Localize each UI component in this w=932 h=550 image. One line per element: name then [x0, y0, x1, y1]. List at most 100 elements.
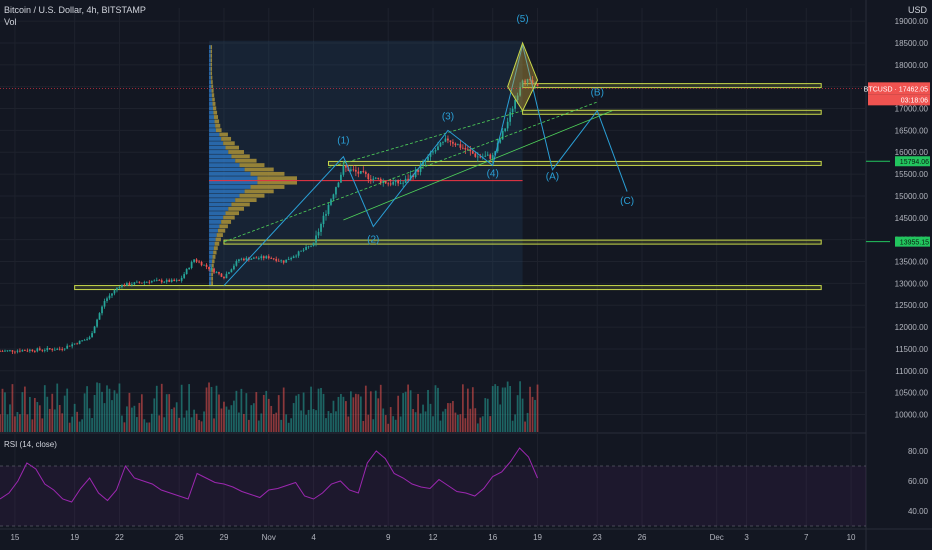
zone-rectangle[interactable]	[223, 239, 822, 245]
volume-bar	[496, 386, 499, 432]
volume-profile-bar-up	[209, 233, 217, 237]
volume-profile-bar-up	[209, 115, 214, 119]
time-axis[interactable]: 15 19 22 26 29 Nov 4 9 12 16 19 23 26 Dec 3 7 10	[10, 8, 856, 542]
volume-profile-bar-down	[212, 254, 216, 259]
rsi-pane[interactable]: RSI (14, close) 80.00 60.00 40.00	[0, 440, 929, 527]
volume-bar	[252, 403, 255, 432]
time-tick-label: 26	[175, 533, 184, 542]
candle-body	[26, 350, 29, 352]
volume-profile-bar-down	[210, 75, 213, 80]
candle-body	[225, 273, 228, 279]
wave-path[interactable]	[223, 45, 628, 286]
candle-body	[419, 165, 422, 172]
volume-bar	[354, 393, 357, 432]
triangle-pattern[interactable]	[507, 41, 539, 112]
candle-body	[257, 258, 260, 259]
volume-bar	[345, 401, 347, 432]
volume-bar	[429, 403, 432, 432]
volume-bar	[399, 416, 402, 432]
candle-body	[16, 350, 19, 352]
candle-body	[4, 350, 6, 352]
candle-body	[340, 174, 342, 183]
volume-profile-bar-up	[209, 167, 245, 172]
time-tick-label: 29	[220, 533, 229, 542]
volume-profile-bar-down	[211, 88, 214, 93]
volume-bar	[437, 387, 439, 432]
candle-body	[135, 281, 138, 283]
volume-profile-bar-down	[210, 49, 213, 54]
volume-bar	[427, 389, 429, 432]
candle-body	[404, 178, 407, 183]
volume-bar	[123, 422, 126, 432]
candle-body	[282, 260, 285, 263]
volume-bar	[83, 393, 86, 432]
volume-bar	[21, 392, 24, 432]
volume-bar	[103, 403, 106, 432]
time-tick-label: 12	[429, 533, 438, 542]
volume-bar	[442, 411, 444, 432]
volume-profile-bar-up	[209, 189, 245, 194]
candle-body	[43, 350, 46, 351]
volume-bar	[350, 391, 352, 432]
volume-bar	[150, 413, 153, 432]
zone-rectangle[interactable]	[522, 83, 822, 89]
volume-bar	[330, 413, 332, 432]
wave-label: (4)	[487, 168, 499, 179]
volume-bar	[359, 396, 362, 432]
volume-bar	[88, 408, 91, 432]
volume-profile-bar-down	[213, 246, 218, 251]
symbol-title[interactable]: Bitcoin / U.S. Dollar, 4h, BITSTAMP	[4, 5, 146, 15]
volume-bar	[452, 400, 454, 432]
volume-profile-bar-up	[209, 220, 222, 224]
candle-body	[459, 144, 462, 148]
volume-bar	[178, 417, 181, 432]
elliott-wave[interactable]: (1) (2) (3) (4) (5) (A) (B) (C)	[223, 14, 634, 286]
volume-profile-bar-down	[211, 276, 214, 281]
volume-bar	[121, 415, 123, 432]
volume-bar	[347, 416, 350, 432]
volume-bar	[203, 411, 205, 432]
volume-profile-bar-down	[214, 241, 220, 246]
time-tick-label: 19	[533, 533, 542, 542]
candle-body	[489, 154, 492, 159]
candle-body	[113, 290, 116, 294]
zone-rectangle[interactable]	[74, 285, 822, 291]
candle-body	[175, 280, 178, 282]
candle-body	[424, 160, 427, 162]
volume-bar	[414, 412, 417, 432]
wave-label: (3)	[442, 111, 454, 122]
candle-body	[504, 128, 507, 131]
candle-body	[21, 350, 24, 352]
candle-body	[143, 282, 146, 283]
volume-bar	[31, 419, 34, 432]
volume-profile-bar-up	[209, 97, 213, 102]
volume-bar	[469, 408, 472, 432]
candle-body	[0, 351, 1, 352]
candle-body	[491, 155, 494, 159]
volume-bar	[233, 400, 235, 432]
volume-profile-bar-up	[209, 110, 214, 115]
candle-body	[297, 251, 300, 256]
volume-bar	[106, 385, 108, 432]
price-tick-label: 19000.00	[895, 17, 929, 26]
candle-body	[111, 293, 113, 296]
volume-bar	[257, 420, 260, 432]
volume-bar	[402, 393, 405, 432]
candle-body	[145, 281, 148, 283]
candle-body	[71, 344, 74, 347]
candle-body	[486, 154, 489, 156]
volume-profile-bar-up	[209, 123, 216, 128]
zone-rectangle[interactable]	[522, 109, 822, 115]
volume-bar	[247, 419, 250, 432]
zone-rectangle[interactable]	[327, 160, 822, 166]
volume-profile-bar-down	[213, 115, 219, 119]
volume-profile-bar-up	[209, 259, 213, 264]
volume-bar	[387, 423, 390, 432]
volume-profile-bar-up	[209, 71, 211, 76]
countdown-label: 03:18:06	[901, 97, 928, 104]
support-resistance-zones[interactable]	[74, 83, 822, 291]
candle-body	[285, 259, 288, 263]
volume-bar	[424, 411, 427, 432]
